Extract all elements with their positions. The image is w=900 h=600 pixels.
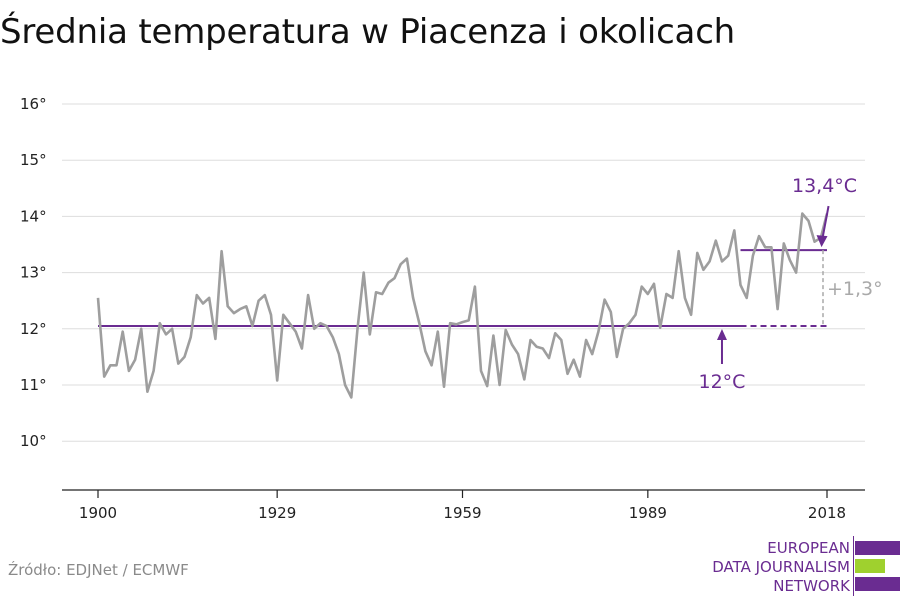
annotations: +1,3° 12°C 13,4°C <box>698 175 882 393</box>
y-axis-ticks: 10° 11° 12° 13° 14° 15° 16° <box>20 95 47 450</box>
page-title: Średnia temperatura w Piacenza i okolica… <box>0 12 736 52</box>
logo-bar-middle <box>855 559 885 573</box>
ejdn-logo: EUROPEAN DATA JOURNALISM NETWORK <box>700 536 900 596</box>
x-tick-label: 1929 <box>258 504 296 522</box>
logo-line-2: DATA JOURNALISM <box>712 558 850 576</box>
temperature-series-line <box>96 212 829 399</box>
logo-line-1: EUROPEAN <box>767 539 850 557</box>
label-avg-13-4: 13,4°C <box>792 175 857 197</box>
grid-lines <box>62 103 865 442</box>
y-tick-label: 15° <box>20 151 47 169</box>
x-tick-label: 1900 <box>79 504 117 522</box>
y-tick-label: 11° <box>20 376 47 394</box>
x-axis-ticks: 1900 1929 1959 1989 2018 <box>79 490 846 522</box>
label-avg-12: 12°C <box>698 371 745 393</box>
y-tick-label: 16° <box>20 95 47 113</box>
y-tick-label: 14° <box>20 207 47 225</box>
source-label: Źródło: EDJNet / ECMWF <box>8 561 189 579</box>
logo-line-3: NETWORK <box>773 577 850 595</box>
arrow-134-shaft <box>821 205 830 239</box>
difference-label: +1,3° <box>827 278 883 300</box>
x-tick-label: 2018 <box>808 504 846 522</box>
logo-bar-top <box>855 541 900 555</box>
arrow-12-head <box>716 328 727 340</box>
y-tick-label: 12° <box>20 320 47 338</box>
average-lines <box>98 249 827 327</box>
x-tick-label: 1959 <box>443 504 481 522</box>
y-tick-label: 13° <box>20 264 47 282</box>
x-tick-label: 1989 <box>629 504 667 522</box>
y-tick-label: 10° <box>20 432 47 450</box>
logo-divider <box>853 536 854 596</box>
logo-bar-bottom <box>855 577 900 591</box>
arrow-134-head <box>816 235 828 248</box>
